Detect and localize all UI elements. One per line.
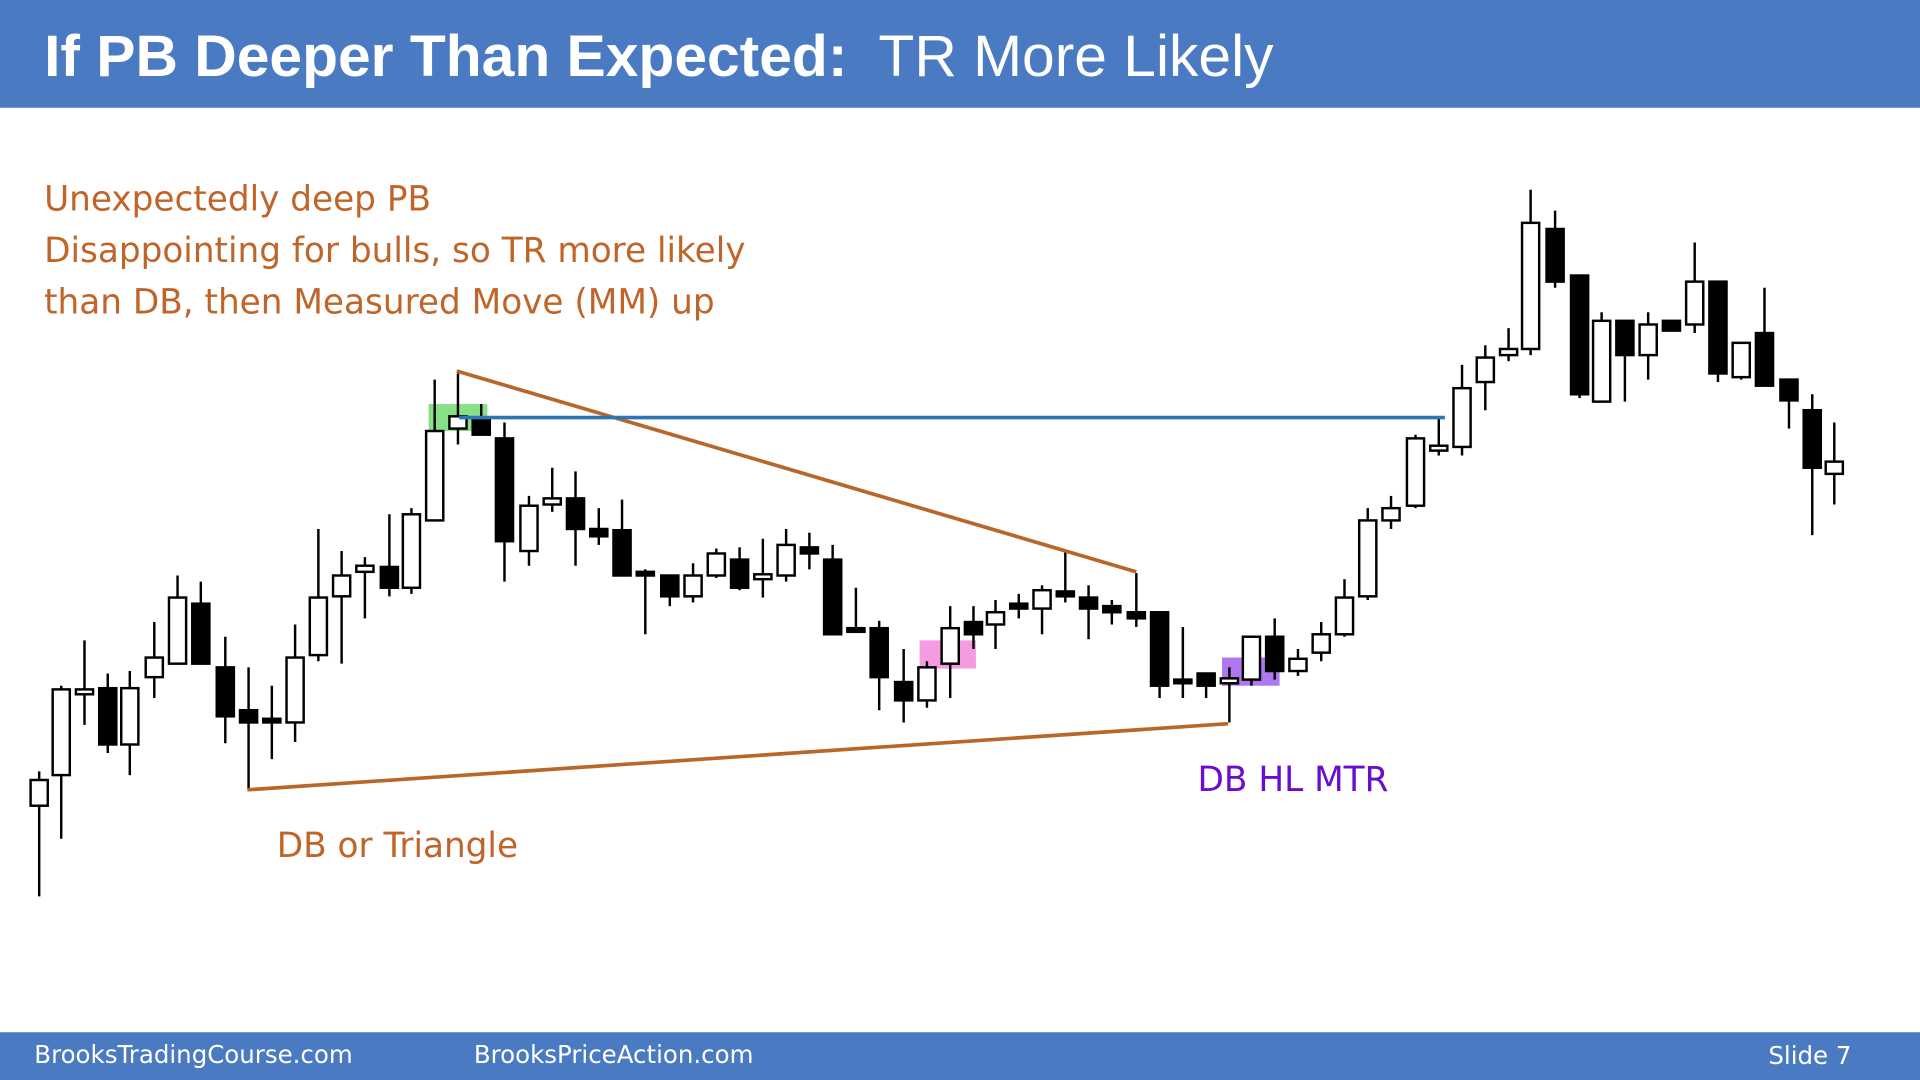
header-title: If PB Deeper Than Expected: TR More Like… [44,24,1274,89]
candle-body [963,620,984,636]
candle-body [1357,519,1378,598]
candle-body [1008,602,1029,610]
candle-body [1264,635,1285,673]
candle-body [215,666,236,718]
candle-body [1311,633,1332,654]
candle-body [1475,356,1496,384]
candle-body [1055,590,1076,598]
candle-body [985,611,1006,626]
candle-body [331,574,352,598]
candle-body [1779,378,1799,402]
candle-body [1428,444,1449,452]
candle-body [822,558,843,636]
candle-body [1661,319,1682,332]
candle-body [1615,319,1635,357]
candle-body [29,778,49,807]
candle-body [542,497,563,506]
candle-body [424,429,445,522]
candle-body [1078,596,1099,610]
candle-body [1545,227,1565,283]
candle-body [635,570,656,577]
candle-body [1288,657,1308,673]
candle-body [1196,672,1216,687]
candle-body [355,564,375,574]
candle-body [1241,635,1262,681]
candle-body [1498,347,1519,357]
mtr-label: DB HL MTR [1198,760,1389,800]
candle-body [519,504,539,553]
candle-body [119,686,140,746]
candle-body [262,717,282,724]
candle-body [1684,280,1705,326]
candle-body [753,573,773,581]
candle-body [917,666,937,702]
header-bar [0,0,1920,108]
candle-body [1381,506,1401,522]
footer-left: BrooksTradingCourse.com [34,1040,352,1069]
title-rest: TR More Likely [878,24,1274,89]
candle-body [1638,323,1658,357]
annotation-line: than DB, then Measured Move (MM) up [44,282,715,322]
candle-body [1149,611,1170,687]
candle-body [612,528,632,577]
footer-center: BrooksPriceAction.com [474,1040,754,1069]
candle-body [799,546,820,555]
candles [29,189,1845,897]
candle-body [1102,604,1122,614]
candle-body [238,708,259,724]
candle-body [1591,319,1612,403]
candle-body [471,417,492,436]
candle-body [1219,677,1240,685]
candle-body [729,558,750,589]
candle-body [1708,280,1728,375]
candle-body [191,602,211,665]
candle-body [97,686,118,746]
title-bold: If PB Deeper Than Expected: [44,24,847,89]
footer-slide: Slide 7 [1768,1041,1851,1070]
candle-body [1173,678,1193,685]
candle-body [1754,331,1775,387]
candle-body [846,626,866,634]
candle-body [1520,221,1541,351]
candle-body [565,497,586,531]
candle-body [1032,588,1052,610]
candle-body [1802,408,1823,469]
candle-body [588,527,609,538]
candle-body [1334,596,1355,636]
candle-body [1569,274,1590,396]
candle-body [51,688,72,777]
candle-body [940,626,961,665]
annotation-line: Unexpectedly deep PB [44,180,431,220]
candle-body [683,574,703,598]
triangle-upper-line [456,369,1137,574]
candle-body [379,565,400,589]
candle-body [308,596,329,657]
candle-body [706,552,727,577]
candle-body [74,688,95,696]
candle-body [1824,460,1845,476]
triangle-label: DB or Triangle [277,826,518,866]
candle-body [660,574,680,598]
candle-body [869,626,889,679]
candle-body [167,596,188,665]
candle-body [1452,386,1472,449]
footer-bar [0,1032,1920,1080]
candle-body [285,656,305,724]
candle-body [494,437,515,543]
candle-body [401,513,422,589]
candle-body [144,656,165,679]
candle-body [893,680,914,702]
candle-body [1126,611,1147,620]
triangle-lower-line [247,721,1229,792]
candle-body [1731,341,1752,379]
candle-body [776,543,796,577]
candle-body [1405,437,1426,507]
annotation-line: Disappointing for bulls, so TR more like… [44,231,745,271]
